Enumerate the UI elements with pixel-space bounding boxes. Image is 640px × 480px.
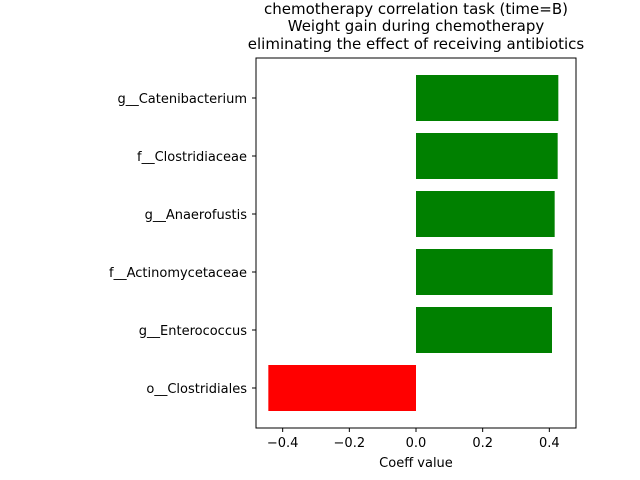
y-tick-label: f__Clostridiaceae [137,150,247,165]
y-tick-label: g__Anaerofustis [145,208,248,223]
x-axis-label: Coeff value [379,456,453,471]
bar-o__Clostridiales [268,365,416,411]
x-tick-label: 0.0 [406,436,427,451]
bars-group [268,75,559,411]
chart-title-line-2: Weight gain during chemotherapy [288,17,545,35]
y-tick-label: g__Enterococcus [139,324,247,339]
x-tick-label: 0.2 [472,436,493,451]
plot-area-frame [255,57,577,429]
y-tick-label: f__Actinomycetaceae [109,266,247,281]
chart-title-line-1: chemotherapy correlation task (time=B) [264,0,568,18]
y-axis-ticks: g__Catenibacterium f__Clostridiaceae g__An… [109,92,256,397]
bar-g__Catenibacterium [416,75,559,121]
y-tick-label: g__Catenibacterium [117,92,247,107]
bar-g__Anaerofustis [416,191,555,237]
bar-f__Clostridiaceae [416,133,558,179]
x-tick-label: −0.2 [334,436,366,451]
bar-f__Actinomycetaceae [416,249,553,295]
chart-title-line-3: eliminating the effect of receiving anti… [248,35,585,53]
x-tick-label: −0.4 [267,436,299,451]
x-tick-label: 0.4 [539,436,560,451]
y-tick-label: o__Clostridiales [146,382,247,397]
bar-g__Enterococcus [416,307,552,353]
x-axis-ticks: −0.4 −0.2 0.0 0.2 0.4 [267,428,560,451]
